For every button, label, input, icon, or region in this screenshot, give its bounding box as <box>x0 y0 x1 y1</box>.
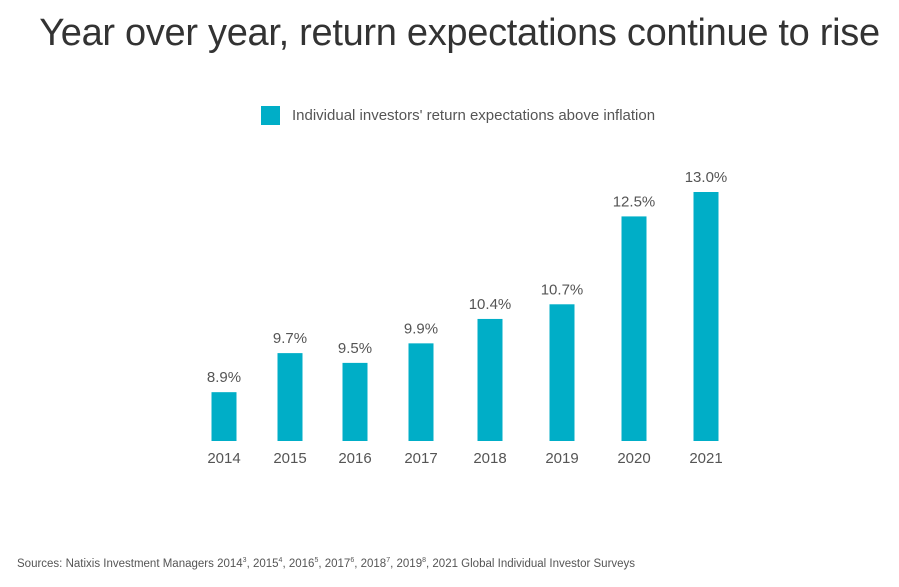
legend-swatch <box>261 106 280 125</box>
data-label-2021: 13.0% <box>685 169 728 186</box>
sources-text: 2019 <box>396 557 423 570</box>
data-label-2014: 8.9% <box>207 369 241 386</box>
sources-text: 2018 <box>360 557 387 570</box>
bar-2020 <box>621 216 647 441</box>
data-label-2020: 12.5% <box>613 193 656 210</box>
footnote-ref: 5 <box>314 557 319 564</box>
data-label-2015: 9.7% <box>273 330 307 347</box>
bar-2016 <box>342 362 368 441</box>
sources-text: 2021 Global Individual Investor Surveys <box>432 557 636 570</box>
footnote-ref: 7 <box>386 557 391 564</box>
x-tick-2020: 2020 <box>617 450 650 467</box>
bar-2014 <box>211 392 237 441</box>
x-tick-2018: 2018 <box>473 450 506 467</box>
sources-text: Sources: Natixis Investment Managers <box>17 557 218 570</box>
data-label-2016: 9.5% <box>338 340 372 357</box>
data-label-2019: 10.7% <box>541 281 584 298</box>
sources-text: , <box>426 557 433 570</box>
sources-text: 2015 <box>252 557 279 570</box>
bar-2015 <box>277 353 303 441</box>
footnote-ref: 6 <box>350 557 355 564</box>
x-tick-2019: 2019 <box>545 450 578 467</box>
data-label-2018: 10.4% <box>469 296 512 313</box>
footnote-ref: 3 <box>242 557 247 564</box>
sources-text: , <box>390 557 397 570</box>
bar-2018 <box>477 318 503 441</box>
bar-2021 <box>693 192 719 441</box>
sources-note: Sources: Natixis Investment Managers 201… <box>17 557 635 570</box>
data-label-2017: 9.9% <box>404 320 438 337</box>
sources-text: , <box>282 557 289 570</box>
x-tick-2015: 2015 <box>273 450 306 467</box>
bar-2017 <box>408 343 434 441</box>
sources-text: , <box>318 557 325 570</box>
legend-label: Individual investors' return expectation… <box>292 107 656 124</box>
chart-title: Year over year, return expectations cont… <box>39 12 880 54</box>
footnote-ref: 8 <box>422 557 427 564</box>
x-tick-2017: 2017 <box>404 450 437 467</box>
footnote-ref: 4 <box>278 557 283 564</box>
x-tick-2021: 2021 <box>689 450 722 467</box>
legend: Individual investors' return expectation… <box>261 106 655 125</box>
x-tick-2016: 2016 <box>338 450 371 467</box>
sources-text: 2017 <box>324 557 351 570</box>
bar-2019 <box>549 304 575 441</box>
sources-text: 2016 <box>288 557 315 570</box>
sources-text: , <box>354 557 361 570</box>
sources-text: 2014 <box>217 557 243 570</box>
x-tick-2014: 2014 <box>207 450 240 467</box>
sources-text: , <box>246 557 253 570</box>
